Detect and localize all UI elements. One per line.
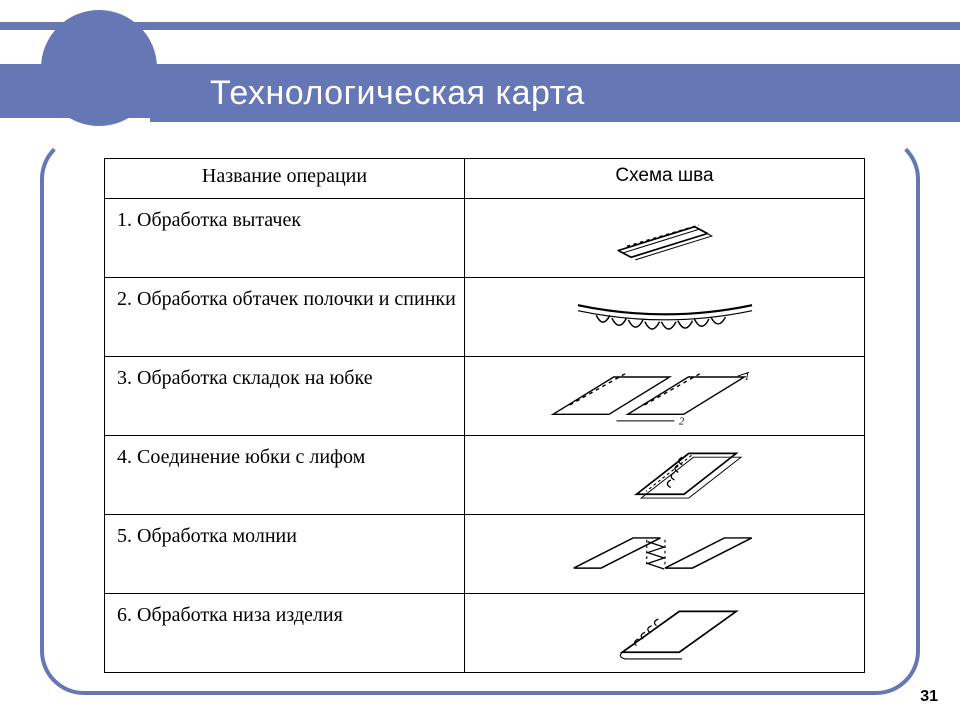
table-row: 1. Обработка вытачек xyxy=(105,199,865,278)
schema-cell xyxy=(465,515,865,594)
decor-top-bar xyxy=(0,22,960,30)
page-title: Технологическая карта xyxy=(210,74,585,113)
schema-cell xyxy=(465,199,865,278)
table-row: 2. Обработка обтачек полочки и спинки xyxy=(105,278,865,357)
schema-cell xyxy=(465,436,865,515)
table-row: 4. Соединение юбки с лифом xyxy=(105,436,865,515)
col-header-operation: Название операции xyxy=(105,159,465,199)
op-cell: 6. Обработка низа изделия xyxy=(105,594,465,673)
seam-facing-icon xyxy=(467,280,862,354)
op-cell: 3. Обработка складок на юбке xyxy=(105,357,465,436)
seam-zipper-icon xyxy=(467,517,862,591)
table-row: 5. Обработка молнии xyxy=(105,515,865,594)
table-row: 3. Обработка складок на юбке 1 2 xyxy=(105,357,865,436)
seam-pleats-icon: 1 2 xyxy=(467,359,862,433)
seam-hem-icon xyxy=(467,596,862,670)
decor-band-underline xyxy=(150,118,960,122)
schema-cell xyxy=(465,594,865,673)
seam-join-icon xyxy=(467,438,862,512)
schema-cell: 1 2 xyxy=(465,357,865,436)
col-header-schema: Схема шва xyxy=(465,159,865,199)
schema-cell xyxy=(465,278,865,357)
page-number: 31 xyxy=(920,688,938,706)
op-cell: 2. Обработка обтачек полочки и спинки xyxy=(105,278,465,357)
op-cell: 5. Обработка молнии xyxy=(105,515,465,594)
tech-table: Название операции Схема шва 1. Обработка… xyxy=(104,158,865,673)
seam-dart-icon xyxy=(467,201,862,275)
svg-text:2: 2 xyxy=(678,417,683,428)
op-cell: 1. Обработка вытачек xyxy=(105,199,465,278)
table-row: 6. Обработка низа изделия xyxy=(105,594,865,673)
op-cell: 4. Соединение юбки с лифом xyxy=(105,436,465,515)
decor-circle xyxy=(41,10,157,126)
table-body: 1. Обработка вытачек 2. Обработка обтаче… xyxy=(105,199,865,673)
